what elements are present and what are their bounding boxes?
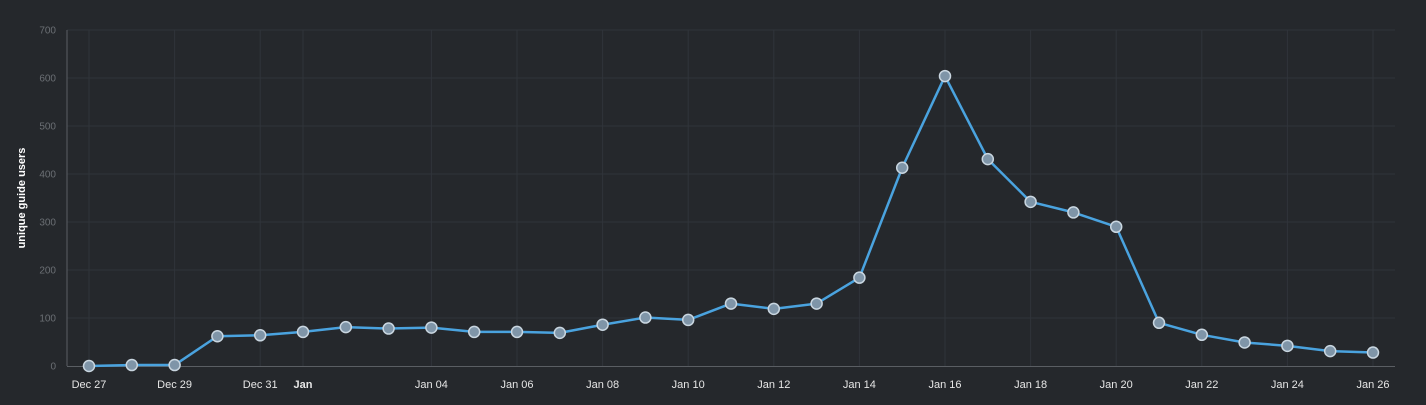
data-point[interactable] xyxy=(382,322,395,335)
y-axis-ticks: 0 100 200 300 400 500 600 700 xyxy=(39,26,56,373)
axes xyxy=(66,30,1395,367)
x-tick-label: Jan 26 xyxy=(1356,379,1389,391)
data-point[interactable] xyxy=(339,320,353,334)
data-point[interactable] xyxy=(1024,195,1037,209)
x-axis-ticks: Dec 27 Dec 29 Dec 31 Jan Jan 04 Jan 06 Jan 08 J… xyxy=(72,379,1390,391)
x-tick-label: Jan 24 xyxy=(1271,379,1304,391)
data-point[interactable] xyxy=(895,161,909,175)
y-tick-label: 200 xyxy=(39,266,56,277)
data-point[interactable] xyxy=(1152,316,1166,330)
y-tick-label: 100 xyxy=(39,314,56,325)
x-tick-label: Jan 20 xyxy=(1100,379,1133,391)
x-tick-label: Dec 29 xyxy=(157,379,192,391)
x-tick-label: Jan 16 xyxy=(928,379,961,391)
data-point[interactable] xyxy=(1195,328,1209,342)
data-point[interactable] xyxy=(1366,346,1380,359)
grid xyxy=(67,29,1395,366)
data-point[interactable] xyxy=(810,297,823,310)
x-tick-label: Jan 22 xyxy=(1185,379,1218,391)
y-tick-label: 300 xyxy=(39,218,56,229)
data-point[interactable] xyxy=(853,271,866,284)
x-tick-label: Jan 12 xyxy=(757,379,790,391)
series-line xyxy=(88,74,1374,368)
y-tick-label: 500 xyxy=(39,122,56,133)
data-point[interactable] xyxy=(1281,339,1294,353)
x-tick-label: Jan 04 xyxy=(415,379,448,391)
data-point[interactable] xyxy=(1323,344,1337,358)
data-point[interactable] xyxy=(639,311,652,324)
data-point[interactable] xyxy=(253,329,267,342)
y-tick-label: 600 xyxy=(39,74,56,85)
data-point[interactable] xyxy=(724,297,738,310)
x-tick-label: Jan 10 xyxy=(672,379,705,391)
data-point[interactable] xyxy=(125,358,139,372)
y-tick-label: 700 xyxy=(39,26,56,37)
data-point[interactable] xyxy=(553,326,567,340)
data-point[interactable] xyxy=(681,313,695,327)
data-point[interactable] xyxy=(596,318,609,331)
data-point[interactable] xyxy=(467,325,481,339)
data-point[interactable] xyxy=(1067,206,1080,219)
data-point[interactable] xyxy=(981,152,995,166)
y-tick-label: 0 xyxy=(50,362,56,373)
data-point[interactable] xyxy=(82,359,96,373)
data-point[interactable] xyxy=(425,321,438,334)
data-point[interactable] xyxy=(938,69,952,83)
x-tick-label: Jan xyxy=(294,379,313,391)
x-tick-label: Dec 27 xyxy=(72,379,107,391)
data-points xyxy=(82,69,1380,373)
x-tick-label: Jan 14 xyxy=(843,379,876,391)
data-point[interactable] xyxy=(211,329,224,343)
x-tick-label: Jan 18 xyxy=(1014,379,1047,391)
series xyxy=(88,74,1374,368)
x-tick-label: Jan 06 xyxy=(500,379,533,391)
data-point[interactable] xyxy=(1238,336,1251,349)
data-point[interactable] xyxy=(510,325,524,339)
y-axis-label: unique guide users xyxy=(16,148,28,249)
x-tick-label: Jan 08 xyxy=(586,379,619,391)
data-point[interactable] xyxy=(767,302,781,316)
data-point[interactable] xyxy=(296,325,310,339)
x-tick-label: Dec 31 xyxy=(243,379,278,391)
data-point[interactable] xyxy=(168,358,181,372)
data-point[interactable] xyxy=(1109,220,1123,234)
y-tick-label: 400 xyxy=(39,170,56,181)
